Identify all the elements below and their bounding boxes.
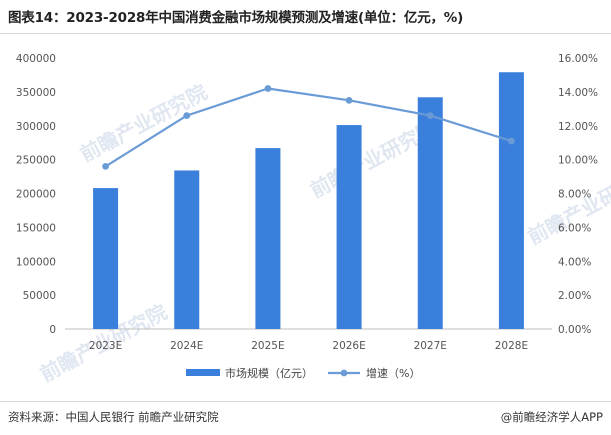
line-point [183, 112, 191, 119]
legend-label: 市场规模（亿元） [225, 366, 313, 380]
line-series [102, 85, 515, 170]
bar-series [93, 72, 524, 329]
source-note: 资料来源：中国人民银行 前瞻产业研究院 [8, 410, 219, 424]
bar [255, 148, 281, 329]
y-right-tick-label: 6.00% [558, 222, 591, 234]
watermark-text: 前瞻产业研究院 [524, 162, 611, 249]
y-left-tick-label: 150000 [16, 222, 56, 234]
line-point [508, 137, 515, 145]
y-left-tick-label: 0 [49, 324, 56, 336]
title-divider [0, 33, 611, 34]
bar [498, 72, 524, 329]
line-point [102, 163, 109, 170]
legend-swatch-bar [186, 369, 220, 376]
bar [93, 188, 119, 329]
y-right-tick-label: 4.00% [558, 256, 591, 268]
line-point [345, 96, 353, 104]
combo-chart: 前瞻产业研究院 前瞻产业研究院 前瞻产业研究院 前瞻产业研究院 05000010… [16, 53, 611, 387]
x-tick-label: 2028E [495, 340, 528, 352]
growth-line [104, 87, 512, 168]
y-left-tick-label: 400000 [16, 53, 56, 65]
y-right-tick-label: 14.00% [558, 87, 598, 99]
legend-swatch-marker [340, 369, 348, 377]
y-left-tick-label: 350000 [16, 87, 56, 99]
chart-area: 前瞻产业研究院 前瞻产业研究院 前瞻产业研究院 前瞻产业研究院 0 50000 10… [0, 34, 611, 400]
credit-note: @前瞻经济学人APP [500, 410, 603, 424]
y-left-tick-label: 100000 [16, 256, 56, 268]
y-right-tick-label: 0.00% [558, 324, 591, 336]
x-tick-label: 2023E [89, 340, 122, 352]
y-right-tick-label: 16.00% [558, 53, 598, 65]
bar [174, 170, 200, 329]
y-left-tick-label: 200000 [16, 189, 56, 201]
y-left-tick-label: 50000 [23, 290, 56, 302]
legend: 市场规模（亿元） 增速（%） [186, 366, 420, 380]
x-tick-label: 2027E [414, 340, 447, 352]
y-right-tick-label: 12.00% [558, 121, 598, 133]
y-left-tick-label: 250000 [16, 155, 56, 167]
bar [417, 97, 443, 329]
bar [336, 125, 362, 329]
line-point [264, 85, 272, 92]
footer-divider [0, 401, 611, 402]
watermark-text: 前瞻产业研究院 [76, 80, 211, 167]
line-point [426, 112, 434, 119]
x-tick-label: 2024E [170, 340, 203, 352]
axes: 0 50000 100000 150000 200000 250000 300000 3500… [16, 53, 598, 352]
y-left-tick-label: 300000 [16, 121, 56, 133]
legend-label: 增速（%） [366, 366, 420, 380]
y-right-tick-label: 10.00% [558, 155, 598, 167]
y-right-tick-label: 8.00% [558, 189, 591, 201]
x-tick-label: 2026E [332, 340, 365, 352]
chart-title: 图表14：2023-2028年中国消费金融市场规模预测及增速(单位：亿元，%) [8, 10, 464, 26]
x-tick-label: 2025E [251, 340, 284, 352]
y-right-tick-label: 2.00% [558, 290, 591, 302]
